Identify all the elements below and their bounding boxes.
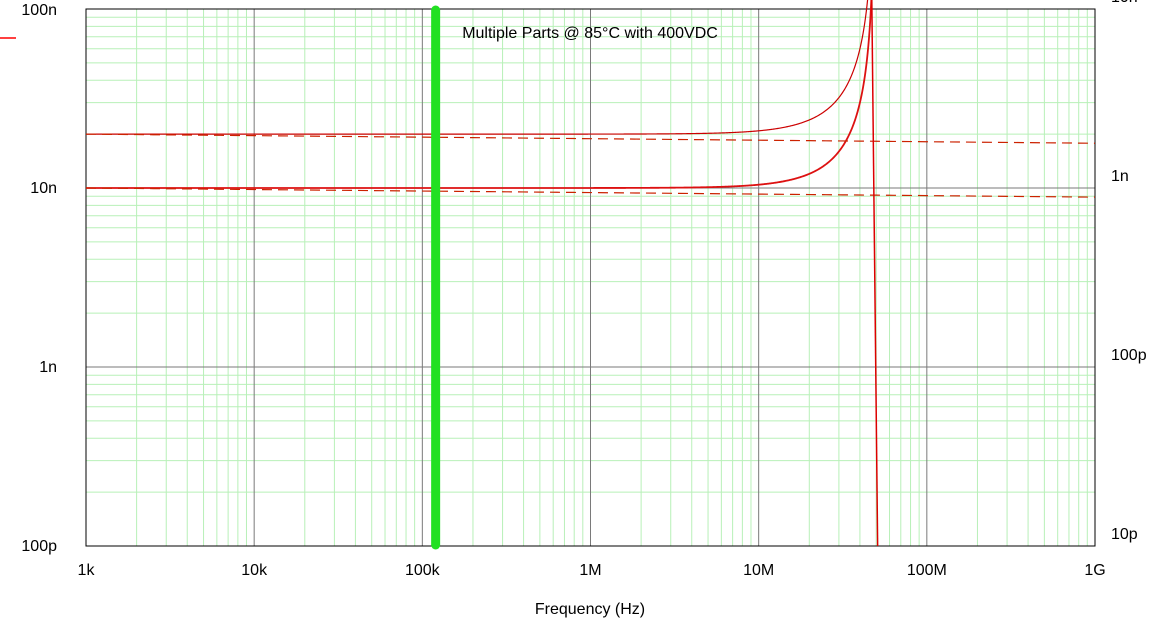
x-axis-label: Frequency (Hz): [535, 601, 645, 618]
x-tick-label: 1G: [1084, 562, 1105, 579]
y-right-tick-label: 1n: [1111, 168, 1129, 185]
y-left-tick-label: 100p: [21, 538, 57, 555]
y-left-tick-label: 10n: [30, 180, 57, 197]
y-right-tick-labels: 10n 1n 100p 10p: [1111, 0, 1147, 543]
plot-frame: [85, 8, 1096, 547]
series-4-line: [86, 187, 1095, 198]
y-right-tick-label: 10n: [1111, 0, 1138, 6]
y-right-tick-label: 10p: [1111, 526, 1138, 543]
series-3-line: [86, 133, 1095, 144]
series-5-line: [871, 0, 879, 546]
y-left-tick-labels: 100n 10n 1n 100p: [21, 2, 57, 555]
x-tick-label: 1M: [579, 562, 601, 579]
x-tick-label: 1k: [78, 562, 96, 579]
chart-title: Multiple Parts @ 85°C with 400VDC: [462, 25, 718, 42]
y-left-tick-label: 1n: [39, 359, 57, 376]
x-tick-labels: 1k 10k 100k 1M 10M 100M 1G: [78, 562, 1106, 579]
series-layer: [86, 0, 1095, 546]
series-2-line: [86, 0, 873, 189]
x-tick-label: 10k: [241, 562, 268, 579]
x-tick-label: 100M: [907, 562, 947, 579]
x-tick-label: 10M: [743, 562, 774, 579]
y-right-tick-label: 100p: [1111, 347, 1147, 364]
series-1-line: [86, 0, 869, 135]
x-tick-label: 100k: [405, 562, 441, 579]
y-left-tick-label: 100n: [21, 2, 57, 19]
grid: [85, 8, 1096, 547]
